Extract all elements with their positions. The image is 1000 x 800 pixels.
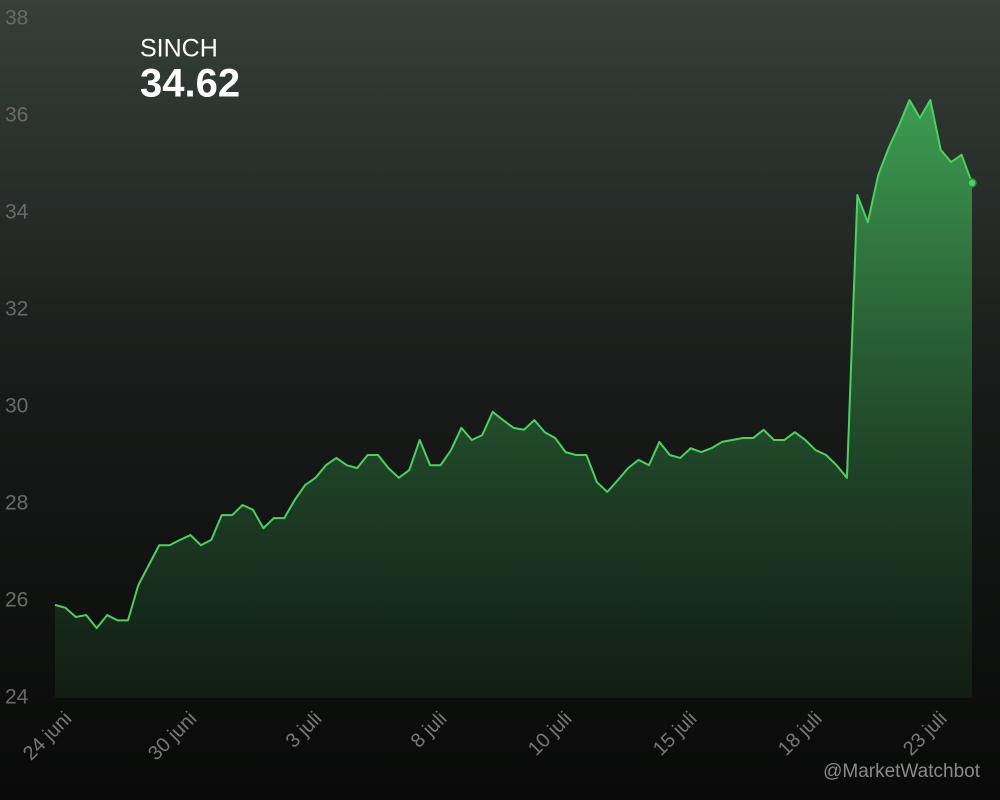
y-tick-label: 38 <box>5 7 28 30</box>
y-tick-label: 28 <box>5 492 28 515</box>
y-tick-label: 24 <box>5 686 29 709</box>
y-tick-label: 34 <box>5 201 29 224</box>
ticker: SINCH <box>140 35 218 63</box>
area-fill <box>55 99 972 699</box>
y-tick-label: 32 <box>5 298 28 321</box>
price: 34.62 <box>140 62 240 106</box>
y-tick-label: 30 <box>5 395 28 418</box>
last-point <box>967 178 977 188</box>
y-tick-label: 26 <box>5 589 28 612</box>
price-line <box>54 98 973 630</box>
watermark: @MarketWatchbot <box>823 761 981 782</box>
y-tick-label: 36 <box>5 104 28 127</box>
